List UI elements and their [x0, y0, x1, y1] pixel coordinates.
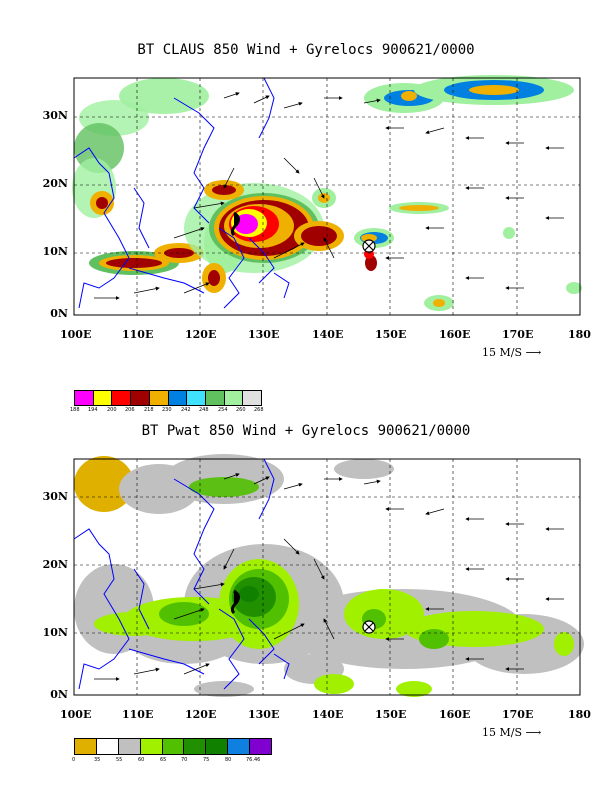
cb2-swatch — [206, 739, 229, 754]
panel1-lon-140e: 140E — [312, 328, 344, 341]
cb1-swatch — [149, 391, 169, 405]
panel2-lat-0n: 0N — [50, 688, 68, 701]
panel2-colorbar — [74, 738, 272, 755]
coastline — [73, 458, 290, 690]
cb2-tick: 75 — [203, 757, 210, 763]
cb1-tick: 268 — [254, 407, 264, 413]
panel1-lon-120e: 120E — [185, 328, 217, 341]
cb2-swatch — [118, 739, 141, 754]
panel1-map — [72, 75, 582, 316]
cb2-swatch — [96, 739, 119, 754]
panel2-title: BT Pwat 850 Wind + Gyrelocs 900621/0000 — [141, 423, 471, 439]
panel2-lat-10n: 10N — [42, 626, 68, 639]
cb2-tick: 55 — [116, 757, 123, 763]
cb1-tick: 254 — [218, 407, 228, 413]
gyre-location-markers — [230, 589, 376, 634]
panel1-lon-150e: 150E — [375, 328, 407, 341]
panel2-lon-100e: 100E — [60, 708, 92, 721]
panel1-lat-20n: 20N — [42, 177, 68, 190]
cb1-tick: 260 — [236, 407, 246, 413]
coastline — [73, 77, 290, 309]
cb1-tick: 230 — [162, 407, 172, 413]
cb1-swatch — [168, 391, 188, 405]
cb1-tick: 242 — [181, 407, 191, 413]
gyre-location-markers — [230, 211, 376, 253]
cb1-tick: 194 — [88, 407, 98, 413]
panel1-lon-100e: 100E — [60, 328, 92, 341]
panel1-lon-130e: 130E — [248, 328, 280, 341]
panel2-lon-140e: 140E — [312, 708, 344, 721]
panel1-lat-10n: 10N — [42, 245, 68, 258]
panel2-lat-30n: 30N — [42, 490, 68, 503]
cb2-swatch — [250, 739, 272, 754]
cb2-tick: 0 — [72, 757, 76, 763]
cb2-swatch — [162, 739, 185, 754]
cb2-swatch — [184, 739, 207, 754]
panel1-lat-30n: 30N — [42, 109, 68, 122]
panel2-map — [73, 454, 584, 697]
cb2-tick: 76.46 — [246, 757, 261, 763]
cb1-swatch — [243, 391, 262, 405]
cb1-swatch — [93, 391, 113, 405]
cb1-swatch — [131, 391, 150, 405]
panel1-title: BT CLAUS 850 Wind + Gyrelocs 900621/0000 — [137, 42, 475, 58]
panel1-lat-0n: 0N — [50, 307, 68, 320]
panel2-reference-vector: 15 M/S ⟶ — [482, 726, 542, 739]
panel2-lon-160e: 160E — [439, 708, 471, 721]
cb2-tick: 60 — [138, 757, 145, 763]
panel2-lon-120e: 120E — [185, 708, 217, 721]
lat-lon-grid — [74, 78, 580, 315]
cb2-tick: 65 — [160, 757, 167, 763]
cb1-swatch — [187, 391, 206, 405]
panel1-reference-vector: 15 M/S ⟶ — [482, 346, 542, 359]
cb2-swatch — [228, 739, 251, 754]
cb2-swatch — [140, 739, 163, 754]
cb2-tick: 80 — [225, 757, 232, 763]
panel2-lon-110e: 110E — [122, 708, 154, 721]
panel1-colorbar — [74, 390, 262, 406]
cb1-tick: 248 — [199, 407, 209, 413]
cb2-swatch — [75, 739, 97, 754]
panel2-lon-130e: 130E — [248, 708, 280, 721]
cb2-tick: 35 — [94, 757, 101, 763]
cb1-swatch — [112, 391, 132, 405]
cb1-tick: 200 — [107, 407, 117, 413]
wind-vectors — [94, 473, 564, 681]
precipitable-water-field — [74, 454, 584, 697]
panel2-lon-150e: 150E — [375, 708, 407, 721]
panel2-lat-20n: 20N — [42, 558, 68, 571]
cb1-swatch — [75, 391, 94, 405]
cb2-tick: 70 — [181, 757, 188, 763]
panel1-lon-110e: 110E — [122, 328, 154, 341]
cb1-tick: 218 — [144, 407, 154, 413]
cb1-tick: 188 — [70, 407, 80, 413]
panel2-lon-170e: 170E — [502, 708, 534, 721]
panel1-lon-160e: 160E — [439, 328, 471, 341]
lat-lon-grid — [74, 459, 580, 695]
cb1-tick: 206 — [125, 407, 135, 413]
cb1-swatch — [205, 391, 225, 405]
panel2-lon-180: 180 — [568, 708, 591, 721]
panel1-lon-180: 180 — [568, 328, 591, 341]
panel1-lon-170e: 170E — [502, 328, 534, 341]
cb1-swatch — [224, 391, 244, 405]
wind-vectors — [94, 92, 564, 300]
